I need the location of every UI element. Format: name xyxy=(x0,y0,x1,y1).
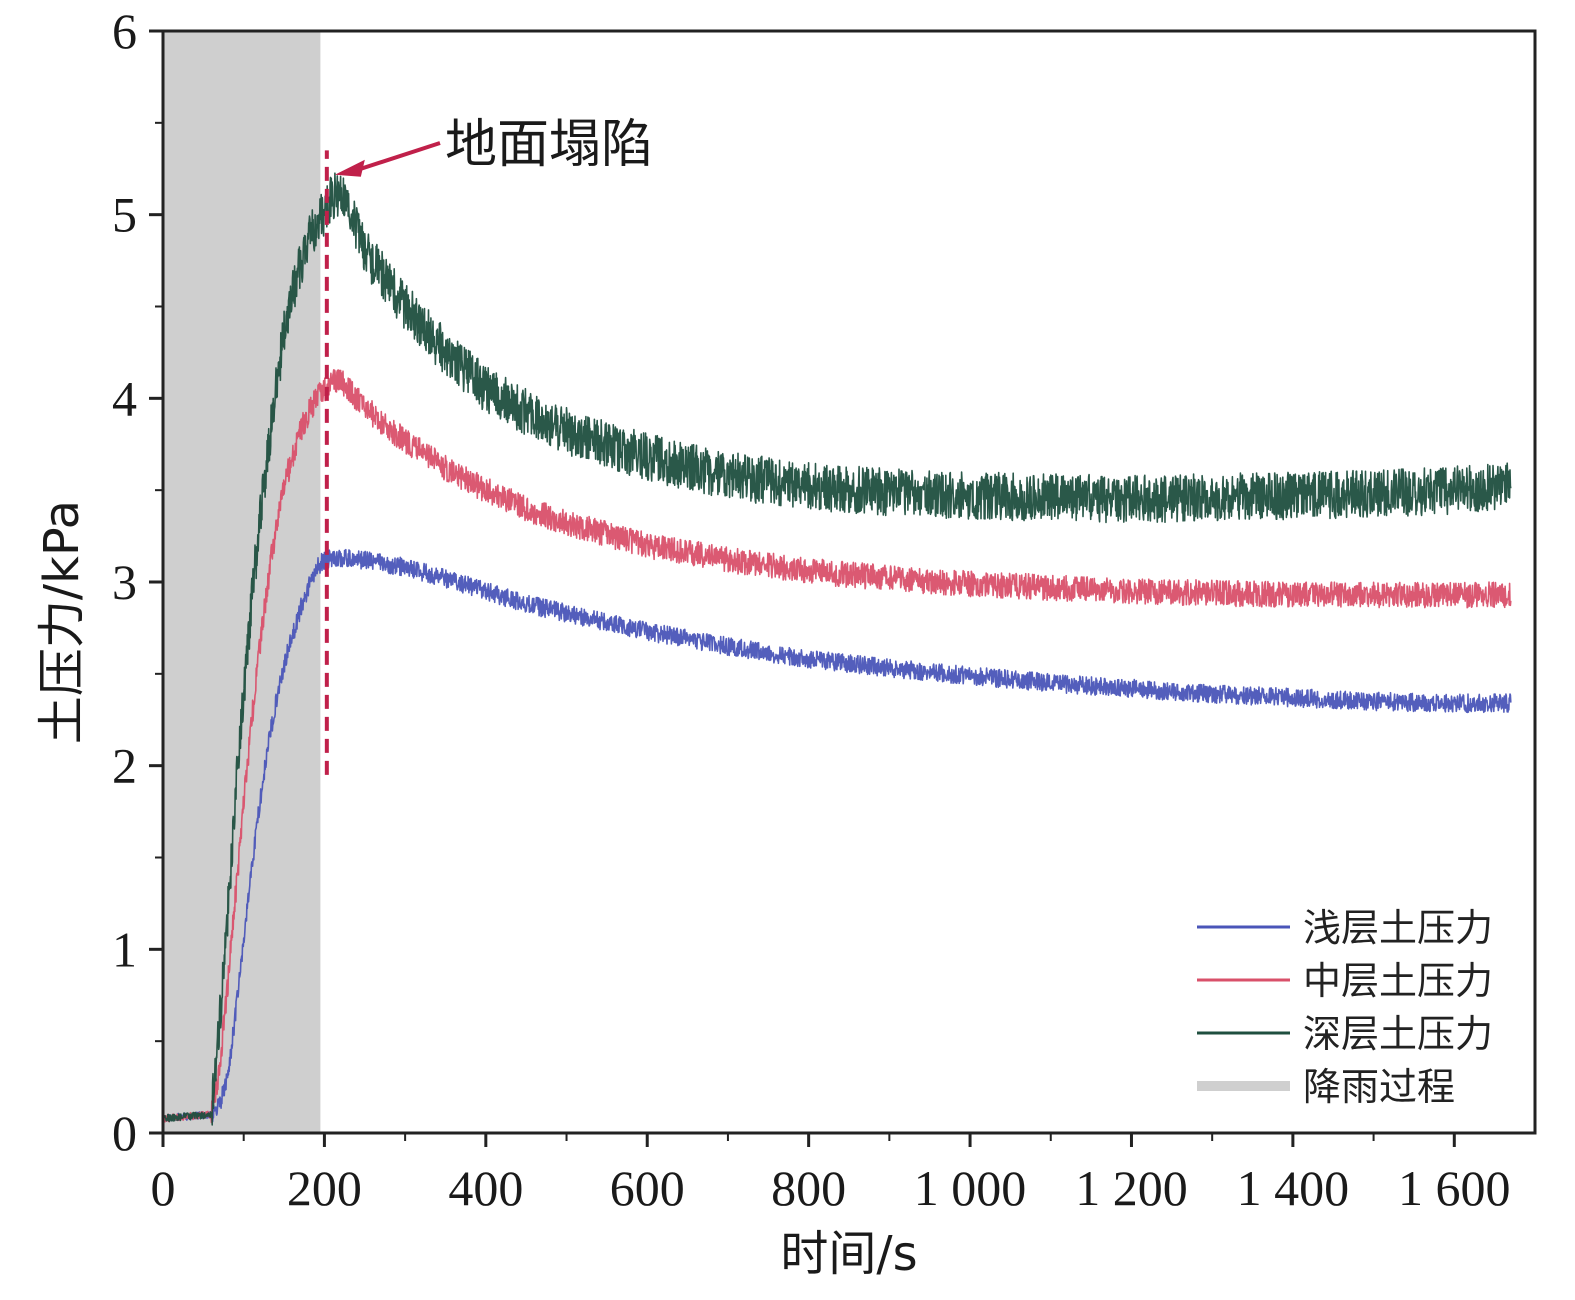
series-line-2 xyxy=(162,369,1512,1124)
x-tick-label: 800 xyxy=(771,1160,846,1216)
legend-label: 浅层土压力 xyxy=(1303,906,1493,950)
x-tick-label: 1 400 xyxy=(1237,1160,1350,1216)
collapse-annotation: 地面塌陷 xyxy=(445,115,653,175)
x-tick-label: 0 xyxy=(151,1160,176,1216)
y-tick-label: 2 xyxy=(112,738,137,794)
collapse-arrow-line xyxy=(354,141,441,173)
x-tick-label: 1 000 xyxy=(914,1160,1027,1216)
series-line-1 xyxy=(162,548,1512,1123)
x-axis-title: 时间/s xyxy=(780,1226,917,1282)
legend-label: 中层土压力 xyxy=(1303,959,1493,1003)
legend-label: 降雨过程 xyxy=(1303,1065,1455,1109)
x-tick-label: 1 600 xyxy=(1398,1160,1511,1216)
y-axis: 0 1 2 3 4 5 6 xyxy=(112,3,163,1161)
y-tick-label: 6 xyxy=(112,3,137,59)
y-tick-label: 0 xyxy=(112,1105,137,1161)
rain-period-band xyxy=(163,31,321,1133)
x-tick-label: 400 xyxy=(448,1160,523,1216)
legend-label: 深层土压力 xyxy=(1303,1012,1493,1056)
y-axis-title: 土压力/kPa xyxy=(34,500,90,744)
y-tick-label: 1 xyxy=(112,921,137,977)
x-tick-label: 600 xyxy=(610,1160,685,1216)
x-axis: 0 200 400 600 800 1 000 1 200 1 400 1 600 xyxy=(151,1133,1511,1216)
y-tick-label: 3 xyxy=(112,554,137,610)
series-line-3 xyxy=(162,172,1512,1126)
y-tick-label: 4 xyxy=(112,370,137,426)
x-tick-label: 1 200 xyxy=(1075,1160,1188,1216)
x-tick-label: 200 xyxy=(287,1160,362,1216)
y-tick-label: 5 xyxy=(112,187,137,243)
collapse-arrow-head-icon xyxy=(334,159,365,177)
series-layer xyxy=(162,172,1512,1126)
